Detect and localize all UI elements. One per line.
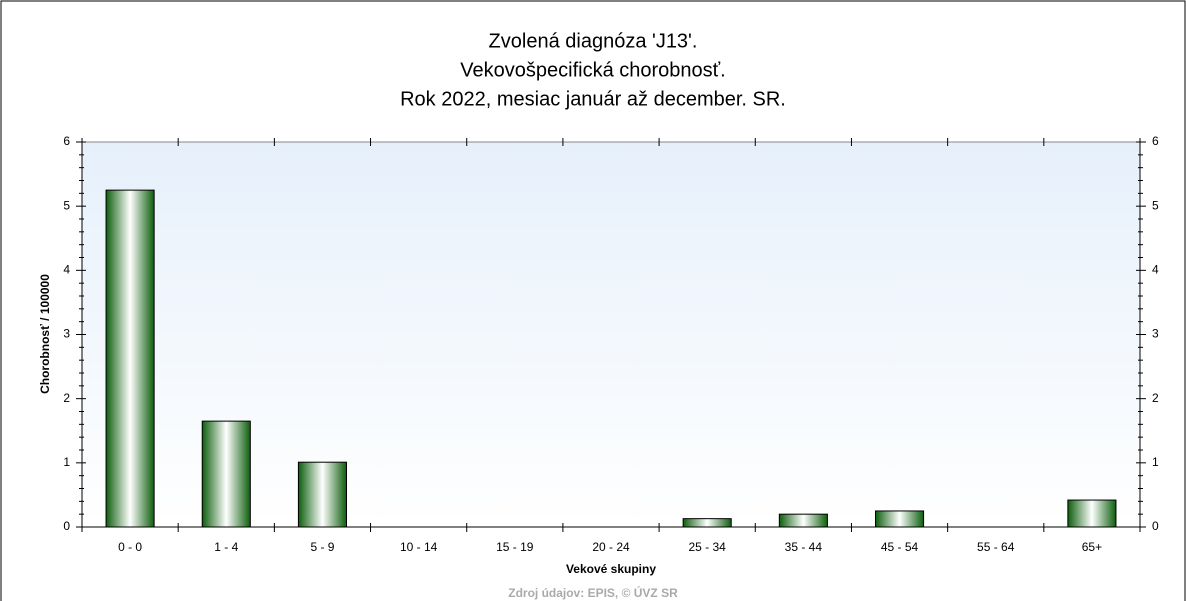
- x-tick-label: 0 - 0: [118, 540, 142, 554]
- source: Zdroj údajov: EPIS, © ÚVZ SR: [508, 585, 678, 600]
- bar: [297, 461, 347, 528]
- y-tick-label: 2: [63, 391, 70, 405]
- y2-tick-label: 6: [1152, 134, 1159, 148]
- y-tick-label: 6: [63, 134, 70, 148]
- x-tick-label: 55 - 64: [977, 540, 1015, 554]
- x-tick-label: 25 - 34: [689, 540, 727, 554]
- y-tick-label: 1: [63, 455, 70, 469]
- x-tick-label: 15 - 19: [496, 540, 534, 554]
- chart-title: Rok 2022, mesiac január až december. SR.: [400, 88, 786, 110]
- x-tick-label: 5 - 9: [310, 540, 334, 554]
- x-tick-label: 45 - 54: [881, 540, 919, 554]
- y-axis-label: Chorobnosť / 100000: [38, 274, 52, 394]
- y-tick-label: 3: [63, 327, 70, 341]
- x-tick-label: 10 - 14: [400, 540, 438, 554]
- y2-tick-label: 0: [1152, 519, 1159, 533]
- chart-title: Vekovošpecifická chorobnosť.: [460, 59, 725, 81]
- x-axis-label: Vekové skupiny: [566, 562, 656, 576]
- bar: [875, 510, 925, 528]
- y2-tick-label: 1: [1152, 455, 1159, 469]
- y-tick-label: 4: [63, 263, 70, 277]
- y-tick-label: 0: [63, 519, 70, 533]
- x-tick-label: 65+: [1082, 540, 1102, 554]
- x-tick-label: 1 - 4: [214, 540, 238, 554]
- y2-tick-label: 4: [1152, 263, 1159, 277]
- x-tick-label: 20 - 24: [592, 540, 630, 554]
- bar: [778, 513, 828, 528]
- chart-title: Zvolená diagnóza 'J13'.: [489, 30, 698, 52]
- y2-tick-label: 5: [1152, 198, 1159, 212]
- bar: [201, 420, 251, 528]
- bar: [682, 518, 732, 528]
- y-tick-label: 5: [63, 198, 70, 212]
- plot-area: [82, 142, 1140, 527]
- y2-tick-label: 3: [1152, 327, 1159, 341]
- bar: [1067, 499, 1117, 528]
- bar: [105, 189, 155, 528]
- y2-tick-label: 2: [1152, 391, 1159, 405]
- x-tick-label: 35 - 44: [785, 540, 823, 554]
